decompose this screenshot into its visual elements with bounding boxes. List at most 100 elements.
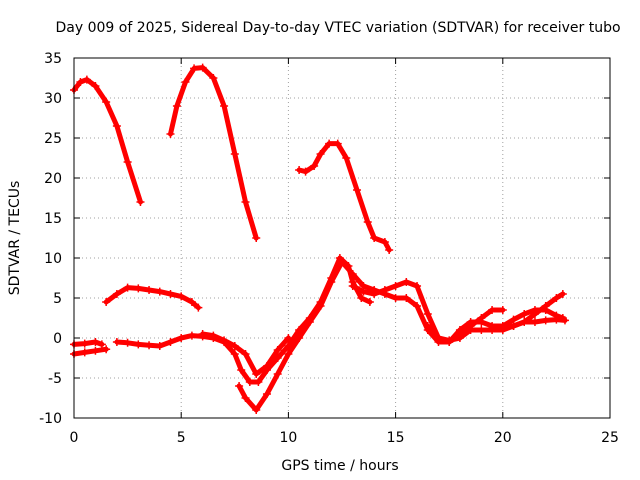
y-tick-label: 15 <box>44 211 62 227</box>
y-tick-label: -10 <box>39 411 62 427</box>
data-point-marker <box>391 282 400 290</box>
data-point-marker <box>76 78 85 86</box>
data-point-marker <box>177 334 186 342</box>
data-point-marker <box>91 82 100 90</box>
data-point-marker <box>498 322 507 330</box>
series-line <box>71 339 105 347</box>
x-tick-label: 15 <box>387 430 405 446</box>
x-tick-label: 25 <box>601 430 619 446</box>
data-point-marker <box>136 198 145 206</box>
y-tick-label: 30 <box>44 91 62 107</box>
series-layer <box>70 63 569 414</box>
data-point-marker <box>342 154 351 162</box>
data-point-marker <box>434 334 443 342</box>
data-point-marker <box>325 139 334 148</box>
series-line <box>71 346 109 357</box>
y-tick-label: 10 <box>44 251 62 267</box>
data-point-marker <box>112 290 121 298</box>
data-point-marker <box>295 166 304 174</box>
data-point-marker <box>187 331 196 340</box>
data-point-marker <box>209 331 218 340</box>
data-point-marker <box>194 303 203 312</box>
data-point-marker <box>363 218 372 226</box>
series-arc-2 <box>166 63 261 242</box>
data-point-marker <box>305 318 314 326</box>
data-point-marker <box>488 324 497 333</box>
data-point-marker <box>220 336 229 345</box>
data-point-marker <box>348 270 357 278</box>
data-point-marker <box>353 186 362 194</box>
data-point-marker <box>370 234 379 242</box>
data-point-marker <box>237 366 246 374</box>
data-point-marker <box>316 150 325 158</box>
x-tick-label: 20 <box>494 430 512 446</box>
data-point-marker <box>552 311 561 320</box>
data-point-marker <box>155 342 164 350</box>
data-point-marker <box>333 139 342 148</box>
data-point-marker <box>402 294 411 302</box>
series-line <box>425 291 566 343</box>
series-line <box>168 65 259 241</box>
series-line <box>103 285 201 311</box>
data-point-marker <box>123 283 132 292</box>
data-point-marker <box>241 350 250 358</box>
data-point-marker <box>370 290 379 298</box>
data-point-marker <box>295 334 304 342</box>
data-point-marker <box>80 339 89 348</box>
plot-frame <box>73 57 611 419</box>
data-point-marker <box>230 342 239 350</box>
data-point-marker <box>262 362 271 370</box>
data-point-marker <box>187 298 196 306</box>
data-point-marker <box>166 338 175 346</box>
y-tick-label: 35 <box>44 51 62 67</box>
data-point-marker <box>552 294 561 302</box>
data-point-marker <box>327 278 336 286</box>
data-point-marker <box>385 246 394 254</box>
data-point-marker <box>455 334 464 342</box>
data-point-marker <box>235 382 244 390</box>
data-point-marker <box>262 390 271 398</box>
series-arc-6 <box>70 338 106 349</box>
x-tick-label: 5 <box>177 430 186 446</box>
data-point-marker <box>134 340 143 349</box>
data-point-marker <box>558 290 567 298</box>
axis-ticks <box>73 57 611 419</box>
data-point-marker <box>177 292 186 301</box>
data-point-marker <box>488 306 497 314</box>
x-axis-label: GPS time / hours <box>281 458 398 474</box>
data-point-marker <box>338 258 346 266</box>
x-axis-tick-labels: 0 5 10 15 20 25 <box>70 430 619 446</box>
data-point-marker <box>359 287 368 296</box>
y-axis-label: SDTVAR / TECUs <box>7 181 23 296</box>
data-point-marker <box>123 338 132 347</box>
data-point-marker <box>455 326 464 334</box>
y-tick-label: 0 <box>53 331 62 347</box>
data-point-marker <box>357 294 366 302</box>
data-point-marker <box>402 278 411 286</box>
data-point-marker <box>273 370 282 378</box>
data-point-marker <box>509 315 518 324</box>
data-point-marker <box>380 238 389 246</box>
data-point-marker <box>172 102 181 110</box>
data-point-marker <box>155 287 164 296</box>
data-point-marker <box>301 167 310 176</box>
data-point-marker <box>391 294 400 302</box>
series-line <box>489 307 566 331</box>
data-point-marker <box>102 345 111 354</box>
data-point-marker <box>134 284 143 293</box>
x-tick-label: 0 <box>70 430 79 446</box>
data-point-marker <box>284 350 293 358</box>
data-point-marker <box>80 348 89 357</box>
data-point-marker <box>245 378 254 386</box>
data-point-marker <box>97 340 106 349</box>
data-point-marker <box>445 336 454 345</box>
data-point-marker <box>423 310 432 318</box>
data-point-marker <box>102 98 111 106</box>
y-tick-label: 25 <box>44 131 62 147</box>
series-arc-5 <box>70 345 111 358</box>
data-point-marker <box>145 341 154 350</box>
data-point-marker <box>413 302 422 310</box>
x-tick-label: 10 <box>279 430 297 446</box>
data-point-marker <box>252 370 261 378</box>
